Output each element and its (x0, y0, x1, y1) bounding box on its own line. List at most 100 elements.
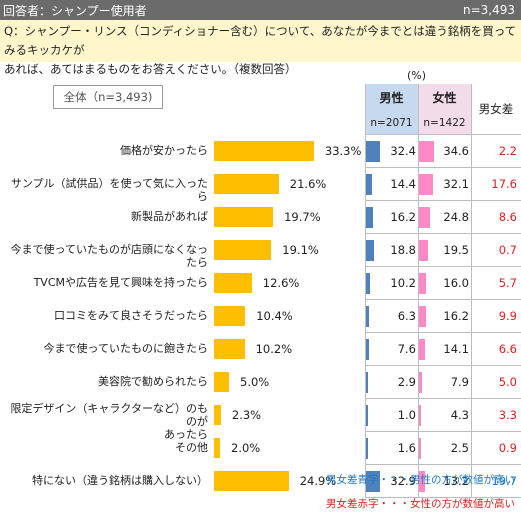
gender-diff-value: 17.6 (491, 176, 517, 191)
male-cell-bar (366, 173, 373, 195)
category-label: TVCMや広告を見て興味を持ったら (8, 276, 208, 289)
category-label: 価格が安かったら (8, 144, 208, 157)
gender-diff-value: 3.3 (498, 407, 517, 422)
total-bar-label: 10.2% (255, 341, 293, 356)
female-header-n: n=1422 (423, 116, 466, 129)
sample-size-label: n=3,493 (462, 3, 515, 17)
question-line-2: あれば、あてはまるものをお答えください。（複数回答） (4, 62, 297, 76)
total-bar (214, 371, 229, 392)
category-label: 新製品があれば (8, 210, 208, 223)
total-bar-label: 12.6% (262, 275, 300, 290)
category-label: 口コミをみて良さそうだったら (8, 309, 208, 322)
female-cell-bar (419, 437, 421, 459)
table-row-divider (365, 167, 521, 168)
total-bar-label: 19.7% (284, 209, 321, 224)
table-header-divider (365, 134, 521, 135)
category-label-line: 価格が安かったら (120, 144, 208, 157)
gender-diff-value: 5.0 (498, 374, 517, 389)
male-cell-bar (366, 404, 368, 426)
male-value: 32.4 (390, 143, 416, 158)
table-row-divider (365, 233, 521, 234)
female-column-header: 女性 n=1422 (418, 84, 471, 134)
gender-diff-value: 0.7 (498, 242, 517, 257)
category-label-line: その他 (175, 441, 208, 454)
unit-label: (%) (407, 69, 427, 82)
female-value: 14.1 (443, 341, 469, 356)
male-value: 10.2 (390, 275, 416, 290)
total-bar-label: 24.9% (299, 473, 337, 488)
total-bar (214, 305, 246, 326)
gender-diff-value: 9.9 (498, 308, 517, 323)
male-value: 1.6 (397, 440, 416, 455)
total-bar (214, 173, 279, 194)
female-value: 34.6 (443, 143, 469, 158)
female-value: 19.5 (443, 242, 469, 257)
category-label: 限定デザイン（キャラクターなど）のものが あったら (8, 402, 208, 441)
table-row-divider (365, 431, 521, 432)
question-text: Q：シャンプー・リンス（コンディショナー含む）について、あなたが今までとは違う銘… (0, 20, 521, 76)
category-label-line: 美容院で勧められたら (98, 375, 208, 388)
gender-diff-value: 6.6 (498, 341, 517, 356)
respondent-label: 回答者：シャンプー使用者 (3, 3, 147, 18)
female-value: 7.9 (450, 374, 469, 389)
male-header-label: 男性 (379, 91, 404, 105)
table-column-divider (471, 84, 472, 497)
category-label: 今まで使っていたものが店頭になくなったら (8, 243, 208, 269)
female-cell-bar (419, 404, 421, 426)
category-label: その他 (8, 441, 208, 454)
category-label-line: 今まで使っていたものに飽きたら (43, 342, 208, 355)
category-label-line: 新製品があれば (131, 210, 208, 223)
table-column-divider (418, 84, 419, 497)
gender-diff-value: 19.7 (491, 473, 517, 488)
category-label: 美容院で勧められたら (8, 375, 208, 388)
table-column-divider (365, 84, 366, 497)
male-cell-bar (366, 272, 371, 294)
female-cell-bar (419, 470, 425, 492)
category-label: 特にない（違う銘柄は購入しない） (8, 474, 208, 487)
female-value: 24.8 (443, 209, 469, 224)
gender-diff-value: 2.2 (498, 143, 517, 158)
male-cell-bar (366, 371, 368, 393)
total-bar (214, 338, 245, 359)
female-cell-bar (419, 338, 426, 360)
category-label-line: TVCMや広告を見て興味を持ったら (33, 276, 208, 289)
female-value: 2.5 (450, 440, 469, 455)
total-bar (214, 239, 272, 260)
respondent-header: 回答者：シャンプー使用者 n=3,493 (0, 0, 521, 20)
total-bar (214, 272, 252, 293)
male-value: 6.3 (397, 308, 416, 323)
category-label-line: 特にない（違う銘柄は購入しない） (32, 474, 208, 487)
male-cell-bar (366, 305, 369, 327)
male-header-n: n=2071 (370, 116, 413, 129)
male-value: 14.4 (390, 176, 416, 191)
female-cell-bar (419, 206, 430, 228)
gender-diff-value: 0.9 (498, 440, 517, 455)
total-bar-label: 19.1% (282, 242, 319, 257)
category-label-line: 今まで使っていたものが店頭になくなったら (10, 243, 208, 269)
table-row-divider (365, 332, 521, 333)
table-row-divider (365, 464, 521, 465)
female-header-label: 女性 (432, 91, 457, 105)
note-blue: 男女差青字・・・男性の方が数値が高い (326, 474, 515, 486)
female-cell-bar (419, 239, 428, 261)
female-cell-bar (419, 371, 423, 393)
category-label-line: 限定デザイン（キャラクターなど）のものが (10, 401, 208, 428)
male-value: 7.6 (397, 341, 416, 356)
note-red: 男女差赤字・・・女性の方が数値が高い (326, 498, 515, 510)
total-bar (214, 404, 221, 425)
male-value: 1.0 (397, 407, 416, 422)
male-cell-bar (366, 437, 368, 459)
category-label-line: あったら (164, 427, 208, 441)
female-value: 4.3 (450, 407, 469, 422)
female-cell-bar (419, 305, 427, 327)
table-row-divider (365, 398, 521, 399)
gender-diff-value: 8.6 (498, 209, 517, 224)
table-row-divider (365, 299, 521, 300)
male-value: 32.9 (390, 473, 416, 488)
total-bar-label: 33.3% (324, 143, 362, 158)
female-value: 32.1 (443, 176, 469, 191)
question-line-1: Q：シャンプー・リンス（コンディショナー含む）について、あなたが今までとは違う銘… (4, 24, 517, 57)
category-label-line: サンプル（試供品）を使って気に入ったら (10, 177, 208, 203)
male-value: 18.8 (390, 242, 416, 257)
total-bar-label: 2.3% (231, 407, 262, 422)
